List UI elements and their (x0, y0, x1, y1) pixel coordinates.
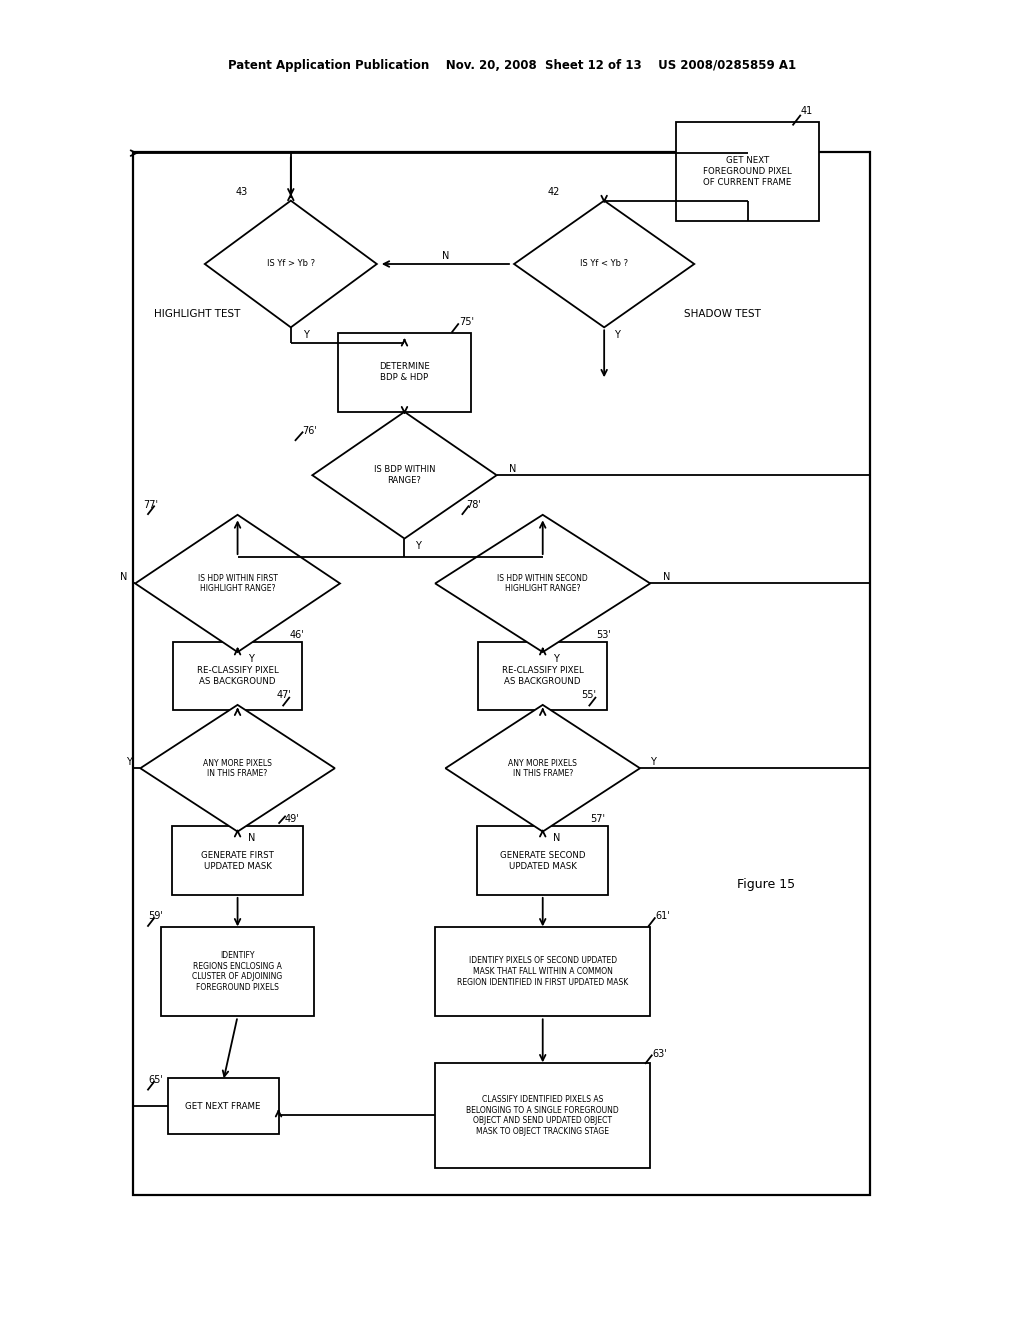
FancyBboxPatch shape (676, 123, 819, 220)
Text: CLASSIFY IDENTIFIED PIXELS AS
BELONGING TO A SINGLE FOREGROUND
OBJECT AND SEND U: CLASSIFY IDENTIFIED PIXELS AS BELONGING … (466, 1094, 620, 1137)
Polygon shape (445, 705, 640, 832)
FancyBboxPatch shape (478, 642, 607, 710)
Text: Y: Y (303, 330, 309, 341)
Text: 61': 61' (655, 911, 670, 921)
Text: IS HDP WITHIN SECOND
HIGHLIGHT RANGE?: IS HDP WITHIN SECOND HIGHLIGHT RANGE? (498, 574, 588, 593)
Text: Patent Application Publication    Nov. 20, 2008  Sheet 12 of 13    US 2008/02858: Patent Application Publication Nov. 20, … (228, 59, 796, 73)
Text: 42: 42 (548, 186, 560, 197)
Text: GET NEXT FRAME: GET NEXT FRAME (185, 1102, 261, 1110)
FancyBboxPatch shape (435, 1063, 650, 1168)
Text: RE-CLASSIFY PIXEL
AS BACKGROUND: RE-CLASSIFY PIXEL AS BACKGROUND (502, 667, 584, 685)
Text: 41: 41 (801, 106, 813, 116)
FancyBboxPatch shape (477, 826, 608, 895)
Text: RE-CLASSIFY PIXEL
AS BACKGROUND: RE-CLASSIFY PIXEL AS BACKGROUND (197, 667, 279, 685)
Text: 57': 57' (590, 813, 605, 824)
Text: N: N (120, 572, 127, 582)
Text: Y: Y (650, 756, 656, 767)
Text: GET NEXT
FOREGROUND PIXEL
OF CURRENT FRAME: GET NEXT FOREGROUND PIXEL OF CURRENT FRA… (703, 156, 792, 187)
Text: 75': 75' (459, 317, 474, 327)
Text: N: N (553, 833, 560, 843)
Text: 43: 43 (236, 186, 248, 197)
FancyBboxPatch shape (168, 1078, 279, 1134)
Text: IS HDP WITHIN FIRST
HIGHLIGHT RANGE?: IS HDP WITHIN FIRST HIGHLIGHT RANGE? (198, 574, 278, 593)
Polygon shape (135, 515, 340, 652)
Text: IS Yf < Yb ?: IS Yf < Yb ? (581, 260, 628, 268)
FancyBboxPatch shape (338, 333, 471, 412)
Text: 78': 78' (466, 499, 481, 510)
Text: HIGHLIGHT TEST: HIGHLIGHT TEST (154, 309, 240, 319)
Polygon shape (205, 201, 377, 327)
Text: 49': 49' (285, 813, 299, 824)
Text: IDENTIFY PIXELS OF SECOND UPDATED
MASK THAT FALL WITHIN A COMMON
REGION IDENTIFI: IDENTIFY PIXELS OF SECOND UPDATED MASK T… (457, 956, 629, 987)
FancyBboxPatch shape (173, 642, 302, 710)
Text: N: N (441, 251, 450, 261)
Text: DETERMINE
BDP & HDP: DETERMINE BDP & HDP (379, 363, 430, 381)
Text: 65': 65' (148, 1074, 164, 1085)
Text: Y: Y (614, 330, 621, 341)
Text: 76': 76' (302, 425, 317, 436)
Polygon shape (140, 705, 335, 832)
Text: 53': 53' (596, 630, 611, 640)
Text: SHADOW TEST: SHADOW TEST (684, 309, 761, 319)
Text: 63': 63' (652, 1048, 667, 1059)
FancyBboxPatch shape (161, 927, 314, 1016)
Text: N: N (509, 463, 516, 474)
Text: Y: Y (126, 756, 132, 767)
FancyBboxPatch shape (172, 826, 303, 895)
Text: ANY MORE PIXELS
IN THIS FRAME?: ANY MORE PIXELS IN THIS FRAME? (203, 759, 272, 777)
Text: Y: Y (248, 653, 254, 664)
Text: GENERATE FIRST
UPDATED MASK: GENERATE FIRST UPDATED MASK (201, 851, 274, 870)
Polygon shape (514, 201, 694, 327)
Text: IDENTIFY
REGIONS ENCLOSING A
CLUSTER OF ADJOINING
FOREGROUND PIXELS: IDENTIFY REGIONS ENCLOSING A CLUSTER OF … (193, 950, 283, 993)
Text: GENERATE SECOND
UPDATED MASK: GENERATE SECOND UPDATED MASK (500, 851, 586, 870)
Text: 55': 55' (582, 689, 597, 700)
Text: Y: Y (553, 653, 559, 664)
Text: N: N (663, 572, 670, 582)
Text: Y: Y (415, 541, 421, 552)
Text: IS Yf > Yb ?: IS Yf > Yb ? (267, 260, 314, 268)
Polygon shape (312, 412, 497, 539)
Text: 46': 46' (290, 630, 304, 640)
Text: N: N (248, 833, 255, 843)
Polygon shape (435, 515, 650, 652)
Text: 77': 77' (143, 499, 159, 510)
Text: 59': 59' (148, 911, 164, 921)
Text: 47': 47' (276, 689, 292, 700)
Bar (133, 152, 870, 1195)
Text: ANY MORE PIXELS
IN THIS FRAME?: ANY MORE PIXELS IN THIS FRAME? (508, 759, 578, 777)
Text: Figure 15: Figure 15 (737, 878, 796, 891)
FancyBboxPatch shape (435, 927, 650, 1016)
Text: IS BDP WITHIN
RANGE?: IS BDP WITHIN RANGE? (374, 466, 435, 484)
